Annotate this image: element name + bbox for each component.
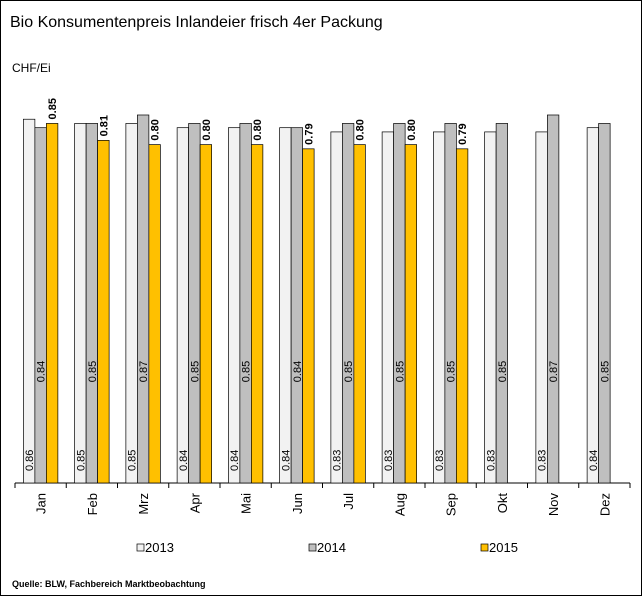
- value-label: 0.83: [383, 450, 395, 471]
- value-label: 0.85: [241, 361, 253, 382]
- value-label: 0.85: [127, 450, 139, 471]
- value-label: 0.87: [138, 361, 150, 382]
- x-tick-label: Mai: [239, 493, 254, 514]
- value-label: 0.83: [332, 450, 344, 471]
- value-label: 0.80: [355, 119, 367, 140]
- bar: [330, 131, 343, 484]
- legend-swatch: [480, 543, 489, 552]
- bar: [598, 123, 611, 484]
- value-label: 0.85: [47, 98, 59, 119]
- bar: [302, 148, 315, 484]
- value-label: 0.80: [252, 119, 264, 140]
- bar: [34, 127, 47, 484]
- bar: [444, 123, 457, 484]
- value-label: 0.80: [201, 119, 213, 140]
- value-label: 0.85: [599, 361, 611, 382]
- value-label: 0.84: [588, 450, 600, 471]
- bar: [23, 118, 36, 484]
- legend-swatch: [308, 543, 317, 552]
- legend-label: 2014: [317, 540, 346, 555]
- chart-title: Bio Konsumentenpreis Inlandeier frisch 4…: [10, 14, 383, 31]
- value-label: 0.85: [394, 361, 406, 382]
- legend-label: 2013: [145, 540, 174, 555]
- x-tick-label: Dez: [597, 493, 612, 516]
- x-tick-label: Jun: [290, 493, 305, 514]
- bar: [176, 127, 189, 484]
- value-label: 0.85: [87, 361, 99, 382]
- value-label: 0.85: [446, 361, 458, 382]
- bar: [393, 123, 406, 484]
- x-tick-label: Apr: [187, 492, 202, 513]
- x-tick-label: Jan: [34, 493, 49, 514]
- value-label: 0.79: [457, 123, 469, 144]
- x-tick-label: Aug: [392, 493, 407, 516]
- value-label: 0.84: [229, 450, 241, 471]
- bar: [404, 144, 417, 484]
- bar: [290, 127, 303, 484]
- bar: [228, 127, 241, 484]
- value-label: 0.85: [75, 450, 87, 471]
- value-label: 0.83: [485, 450, 497, 471]
- bar: [547, 114, 560, 484]
- value-label: 0.86: [24, 450, 36, 471]
- bar: [239, 123, 252, 484]
- value-label: 0.87: [548, 361, 560, 382]
- bar: [125, 123, 138, 484]
- x-tick-label: Jul: [341, 493, 356, 510]
- x-tick-label: Sep: [444, 493, 459, 516]
- value-label: 0.83: [434, 450, 446, 471]
- bar: [433, 131, 446, 484]
- bar: [74, 123, 87, 484]
- value-label: 0.83: [537, 450, 549, 471]
- bar: [353, 144, 366, 484]
- bar: [251, 144, 264, 484]
- bar: [586, 127, 599, 484]
- bar: [46, 123, 59, 484]
- source: Quelle: BLW, Fachbereich Marktbeobachtun…: [12, 579, 206, 589]
- x-tick-label: Okt: [495, 493, 510, 514]
- bar: [381, 131, 394, 484]
- legend-label: 2015: [489, 540, 518, 555]
- value-label: 0.85: [189, 361, 201, 382]
- value-label: 0.84: [280, 450, 292, 471]
- value-label: 0.84: [178, 450, 190, 471]
- value-label: 0.81: [98, 115, 110, 136]
- bar: [148, 144, 161, 484]
- bar: [279, 127, 292, 484]
- bar: [456, 148, 469, 484]
- value-label: 0.85: [343, 361, 355, 382]
- value-label: 0.85: [497, 361, 509, 382]
- bar: [484, 131, 497, 484]
- bar: [495, 123, 508, 484]
- value-label: 0.84: [36, 361, 48, 382]
- legend-swatch: [136, 543, 145, 552]
- value-label: 0.80: [150, 119, 162, 140]
- bar: [199, 144, 212, 484]
- value-label: 0.84: [292, 361, 304, 382]
- x-tick-label: Mrz: [136, 493, 151, 515]
- y-axis-label: CHF/Ei: [12, 61, 51, 75]
- bar: [137, 114, 150, 484]
- bar: [85, 123, 98, 484]
- bar: [342, 123, 355, 484]
- x-tick-label: Nov: [546, 493, 561, 517]
- value-label: 0.79: [303, 123, 315, 144]
- bar: [535, 131, 548, 484]
- bar: [97, 140, 110, 484]
- value-label: 0.80: [406, 119, 418, 140]
- x-tick-label: Feb: [85, 493, 100, 515]
- bar: [188, 123, 201, 484]
